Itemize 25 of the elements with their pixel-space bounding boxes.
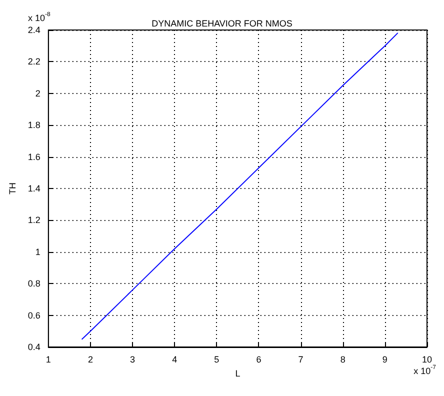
- line-series: [82, 32, 398, 340]
- y-tick-label: 0.6: [28, 310, 40, 320]
- x-tick-label: 9: [382, 354, 388, 364]
- y-tick-label: 1.4: [28, 184, 40, 194]
- chart-title: DYNAMIC BEHAVIOR FOR NMOS: [152, 18, 292, 28]
- x-tick-label: 4: [172, 354, 178, 364]
- x-tick-label: 6: [256, 354, 262, 364]
- y-tick-label: 0.8: [28, 278, 40, 289]
- x-tick-label: 1: [46, 354, 51, 364]
- x-tick-label: 8: [340, 354, 346, 364]
- y-tick-label: 2: [35, 88, 40, 98]
- y-tick-label: 2.4: [28, 25, 40, 35]
- y-tick-label: 2.2: [28, 56, 40, 67]
- x-tick-label: 5: [214, 354, 220, 364]
- x-tick-label: 3: [130, 354, 136, 364]
- y-tick-label: 1.6: [28, 152, 40, 162]
- y-tick-label: 1.8: [28, 120, 40, 130]
- x-tick-label: 10: [422, 354, 432, 364]
- x-axis-title: L: [235, 368, 240, 378]
- y-tick-label: 1.2: [28, 215, 40, 226]
- y-tick-label: 1: [35, 246, 40, 257]
- x-tick-label: 2: [88, 354, 93, 364]
- x-tick-label: 7: [298, 354, 304, 364]
- y-axis-title: TH: [8, 182, 18, 194]
- y-tick-label: 0.4: [28, 342, 40, 352]
